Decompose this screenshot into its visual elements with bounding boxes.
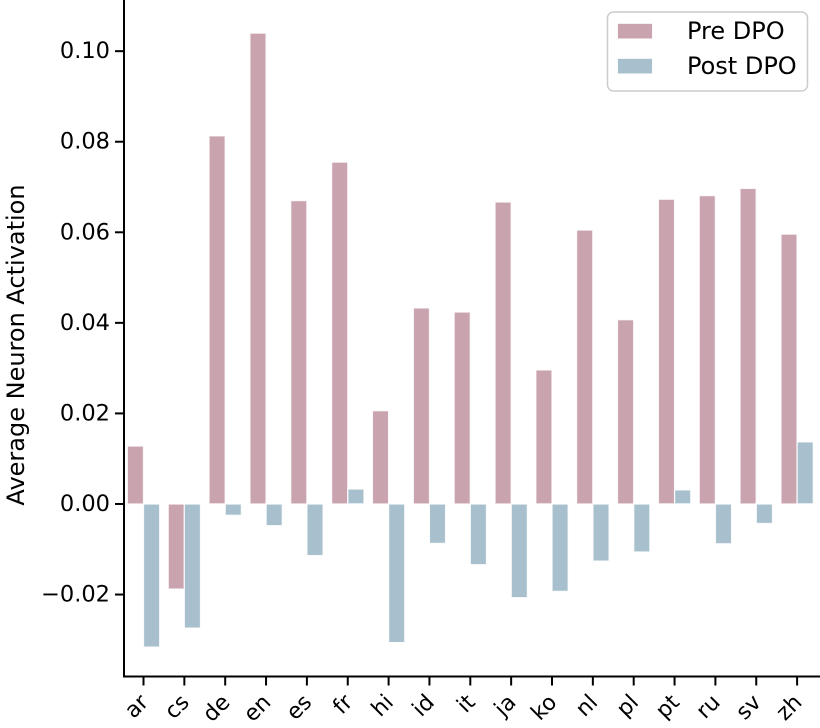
x-tick-label-pl: pl	[612, 690, 644, 722]
x-tick-label-cs: cs	[160, 690, 194, 724]
legend-label: Pre DPO	[687, 17, 785, 45]
y-tick-label: 0.06	[60, 219, 110, 245]
legend-swatch-pre-dpo-icon	[617, 22, 653, 40]
y-tick-label: −0.02	[41, 582, 110, 608]
bar-pre-dpo-pl	[616, 319, 635, 505]
x-tick-label-hi: hi	[367, 690, 399, 722]
bar-pre-dpo-ru	[698, 194, 717, 505]
bar-pre-dpo-ko	[535, 369, 553, 505]
y-tick-label: 0.02	[60, 400, 110, 426]
x-tick-label-sv: sv	[732, 690, 767, 725]
x-tick-label-en: en	[239, 690, 276, 727]
x-tick-label-fr: fr	[328, 689, 358, 719]
bar-pre-dpo-ja	[494, 201, 512, 505]
bar-post-dpo-id	[428, 503, 447, 545]
bar-pre-dpo-de	[208, 135, 226, 505]
y-tick-label: 0.00	[60, 491, 110, 517]
y-tick-label: 0.04	[60, 310, 110, 336]
x-tick-label-es: es	[282, 690, 317, 725]
bar-post-dpo-hi	[387, 503, 406, 644]
bar-pre-dpo-fr	[330, 161, 349, 505]
x-tick-label-id: id	[408, 690, 440, 722]
legend-label: Post DPO	[687, 52, 797, 80]
x-tick-label-ru: ru	[692, 690, 726, 724]
legend-swatch-post-dpo-icon	[617, 57, 653, 75]
bar-pre-dpo-hi	[371, 410, 390, 505]
bar-post-dpo-es	[306, 503, 324, 557]
x-tick-label-pt: pt	[651, 690, 685, 724]
bar-post-dpo-ja	[510, 503, 529, 599]
bar-post-dpo-fr	[347, 488, 365, 505]
x-tick-label-it: it	[452, 690, 480, 718]
bar-post-dpo-it	[469, 503, 488, 566]
bar-post-dpo-en	[265, 503, 283, 527]
bar-post-dpo-zh	[796, 441, 814, 505]
x-tick-label-ja: ja	[489, 690, 521, 722]
legend-box	[606, 11, 809, 92]
bar-post-dpo-cs	[183, 503, 202, 629]
bar-post-dpo-de	[224, 503, 243, 516]
x-tick-label-ko: ko	[527, 690, 563, 726]
bar-pre-dpo-it	[453, 311, 471, 505]
y-tick-label: 0.10	[60, 38, 110, 64]
bar-pre-dpo-cs	[167, 503, 186, 590]
bar-post-dpo-pl	[633, 503, 651, 553]
bar-pre-dpo-sv	[739, 187, 757, 505]
bar-pre-dpo-ar	[126, 445, 145, 505]
x-tick-label-ar: ar	[120, 689, 154, 723]
legend: Pre DPO Post DPO	[606, 11, 809, 92]
bar-pre-dpo-zh	[780, 233, 798, 505]
bar-pre-dpo-en	[249, 32, 267, 505]
x-tick-label-de: de	[198, 690, 235, 727]
x-tick-label-nl: nl	[571, 690, 603, 722]
bar-post-dpo-nl	[592, 503, 610, 562]
bar-post-dpo-ko	[551, 503, 569, 593]
x-tick-label-zh: zh	[772, 690, 808, 726]
bar-post-dpo-ar	[142, 503, 161, 648]
bar-pre-dpo-nl	[575, 229, 594, 505]
bar-post-dpo-sv	[755, 503, 774, 525]
bar-pre-dpo-pt	[657, 198, 676, 505]
bar-pre-dpo-es	[290, 199, 308, 505]
bar-pre-dpo-id	[412, 307, 431, 505]
bar-post-dpo-ru	[714, 503, 733, 545]
y-axis-label: Average Neuron Activation	[2, 184, 30, 505]
bar-post-dpo-pt	[673, 489, 692, 505]
y-tick-label: 0.08	[60, 129, 110, 155]
